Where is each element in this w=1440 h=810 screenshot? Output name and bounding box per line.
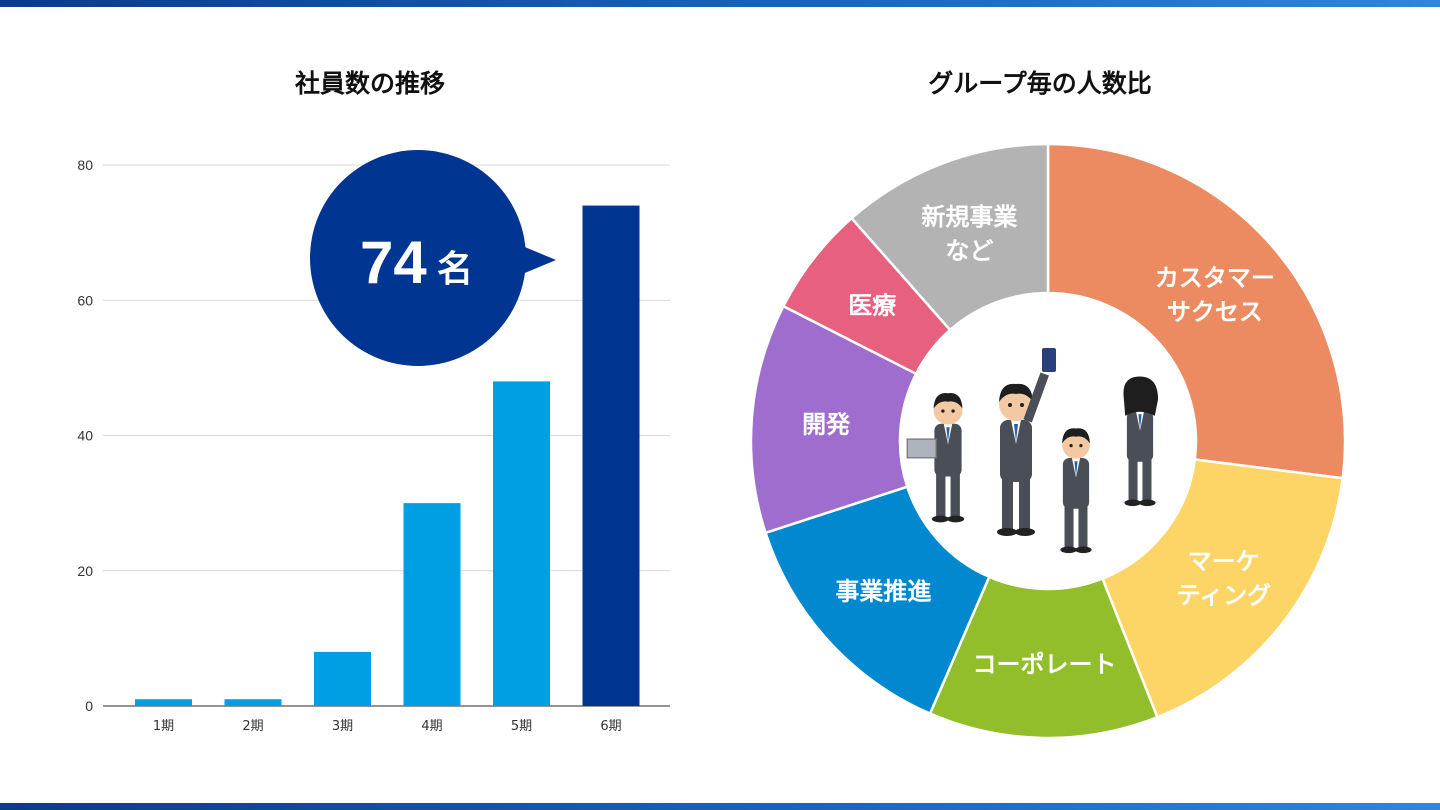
x-tick-label: 5期 xyxy=(511,719,532,734)
donut-slice xyxy=(781,216,952,376)
person-figure xyxy=(906,393,965,523)
bar xyxy=(493,381,550,706)
person-figure xyxy=(1060,428,1092,554)
donut-slice xyxy=(928,575,1159,740)
y-tick-label: 0 xyxy=(85,698,93,714)
person-figure xyxy=(997,348,1056,536)
bar xyxy=(582,205,640,706)
slice-label: カスタマー xyxy=(1155,264,1275,292)
donut-slice xyxy=(1046,142,1347,480)
bar xyxy=(314,651,371,706)
donut-slice xyxy=(763,485,991,716)
pie-chart-title: グループ毎の人数比 xyxy=(928,69,1152,98)
y-tick-label: 20 xyxy=(77,563,93,579)
bar-chart-title: 社員数の推移 xyxy=(294,69,445,98)
slice-label: 医療 xyxy=(848,292,897,320)
top-band xyxy=(0,0,1440,7)
bar xyxy=(403,503,461,706)
slice-label: など xyxy=(945,237,993,265)
slice-label: 開発 xyxy=(802,411,851,439)
x-tick-label: 2期 xyxy=(242,719,263,734)
x-tick-label: 6期 xyxy=(600,719,621,734)
slice-label: コーポレート xyxy=(973,650,1117,678)
x-tick-label: 1期 xyxy=(153,719,174,734)
slice-label: ティング xyxy=(1177,581,1272,609)
callout-pointer xyxy=(520,245,556,275)
donut-slice xyxy=(849,142,1050,332)
person-figure xyxy=(1123,376,1159,507)
bottom-band xyxy=(0,803,1440,810)
slice-label: マーケ xyxy=(1188,547,1260,575)
business-people-illustration xyxy=(906,348,1159,554)
employee-bar-chart: 0 20 40 60 80 1期 2期 3期 4期 5期 6期 74 名 xyxy=(77,150,670,734)
donut-slice xyxy=(749,304,918,535)
slice-label: 事業推進 xyxy=(835,578,931,606)
slice-label: サクセス xyxy=(1167,298,1263,326)
callout-bubble xyxy=(310,150,526,366)
bar xyxy=(224,699,282,706)
slice-label: 新規事業 xyxy=(921,203,1017,231)
donut-center xyxy=(902,295,1194,587)
y-tick-label: 60 xyxy=(77,292,93,308)
callout-value: 74 xyxy=(360,229,427,296)
y-tick-label: 80 xyxy=(77,157,93,173)
callout-unit: 名 xyxy=(437,249,473,290)
y-tick-label: 40 xyxy=(77,428,93,444)
x-tick-label: 3期 xyxy=(332,719,353,734)
donut-slice xyxy=(1100,458,1345,719)
bar xyxy=(135,699,192,706)
x-tick-label: 4期 xyxy=(421,719,442,734)
